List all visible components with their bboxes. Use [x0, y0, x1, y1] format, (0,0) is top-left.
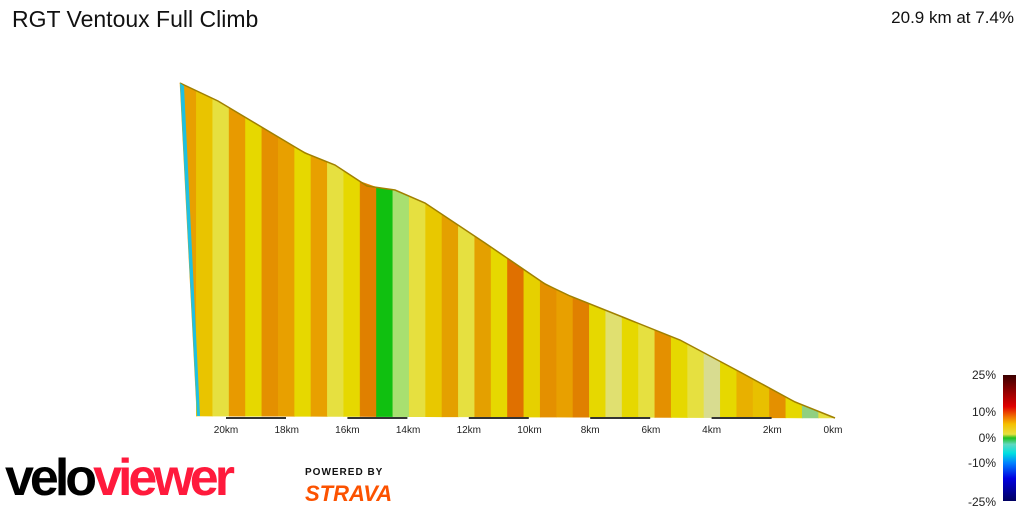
x-tick-label: 8km: [581, 425, 600, 436]
gradient-segment: [327, 161, 345, 417]
gradient-segment: [343, 170, 361, 417]
gradient-segment: [228, 107, 246, 417]
gradient-segment: [670, 336, 688, 418]
gradient-segment: [245, 116, 263, 417]
gradient-segment: [408, 195, 426, 418]
legend-label: 10%: [971, 405, 996, 419]
gradient-segment: [310, 154, 328, 417]
gradient-segment: [572, 296, 590, 418]
x-tick-label: 2km: [763, 425, 782, 436]
gradient-segment: [474, 235, 492, 418]
gradient-segment: [785, 396, 803, 419]
veloviewer-logo[interactable]: veloviewer: [5, 449, 235, 507]
gradient-segment: [720, 361, 738, 418]
gradient-segment: [589, 303, 607, 418]
gradient-segment: [392, 189, 410, 417]
gradient-segment: [376, 187, 394, 417]
x-tick-label: 16km: [335, 425, 359, 436]
legend-label: -25%: [967, 495, 996, 509]
x-tick-label: 10km: [517, 425, 541, 436]
x-tick-label: 20km: [214, 425, 238, 436]
x-tick-label: 0km: [824, 425, 843, 436]
profile-start-face: [180, 83, 200, 416]
gradient-segment: [621, 316, 639, 418]
gradient-segment: [654, 329, 672, 418]
x-tick-label: 4km: [702, 425, 721, 436]
gradient-segment: [801, 404, 819, 419]
gradient-segment: [359, 181, 377, 417]
legend-label: 25%: [971, 368, 996, 382]
climb-summary: 20.9 km at 7.4%: [891, 8, 1014, 27]
gradient-segment: [277, 136, 295, 417]
x-tick-label: 12km: [457, 425, 481, 436]
gradient-segment: [687, 343, 705, 418]
gradient-segment: [638, 322, 656, 418]
gradient-segment: [752, 378, 770, 419]
x-tick-label: 14km: [396, 425, 420, 436]
gradient-segment: [523, 268, 541, 418]
gradient-segment: [539, 280, 557, 418]
profile-top-edge: [179, 82, 836, 419]
gradient-segment: [556, 289, 574, 418]
gradient-segment: [507, 257, 525, 418]
legend-label: 0%: [978, 431, 996, 445]
x-tick-label: 18km: [274, 425, 298, 436]
x-tick-label: 6km: [641, 425, 660, 436]
gradient-segment: [212, 98, 230, 417]
gradient-segment: [294, 146, 312, 417]
gradient-segment: [261, 126, 279, 417]
strava-logo[interactable]: STRAVA: [305, 481, 393, 506]
gradient-segment: [425, 202, 443, 418]
legend-label: -10%: [967, 456, 996, 470]
gradient-segment: [458, 224, 476, 418]
page-title: RGT Ventoux Full Climb: [12, 6, 259, 32]
gradient-segment: [490, 246, 508, 418]
gradient-legend-bar: [1003, 375, 1016, 501]
powered-by-label: POWERED BY: [305, 467, 384, 478]
gradient-segment: [196, 90, 214, 417]
gradient-segment: [703, 352, 721, 418]
gradient-segment: [441, 213, 459, 418]
gradient-segment: [605, 309, 623, 418]
